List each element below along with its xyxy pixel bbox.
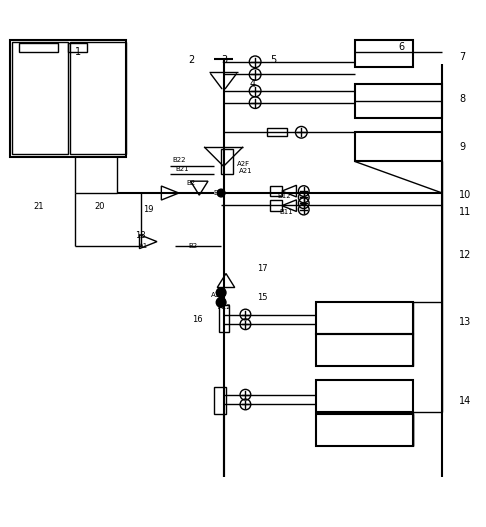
Bar	[12, 42, 68, 154]
Text: 6: 6	[399, 42, 405, 52]
Text: 17: 17	[257, 264, 267, 273]
Bar	[270, 186, 282, 197]
Circle shape	[217, 189, 225, 197]
Text: 7: 7	[459, 52, 466, 62]
Text: 3: 3	[221, 55, 227, 65]
Text: B12: B12	[277, 193, 291, 199]
Text: B1: B1	[214, 190, 223, 196]
Text: A12: A12	[218, 304, 231, 310]
Text: B2: B2	[186, 180, 195, 187]
Text: A11: A11	[211, 292, 225, 298]
Bar	[316, 414, 413, 446]
Text: 19: 19	[143, 204, 154, 213]
Text: B21: B21	[175, 165, 189, 172]
Bar	[10, 40, 126, 157]
Bar	[68, 43, 87, 52]
Polygon shape	[282, 200, 296, 211]
Text: 12: 12	[459, 250, 471, 260]
Text: B22: B22	[173, 157, 186, 163]
Text: A2F: A2F	[237, 161, 250, 167]
Text: 8: 8	[459, 94, 466, 104]
Text: 18: 18	[135, 231, 146, 240]
Bar	[270, 200, 282, 211]
Bar	[355, 132, 442, 161]
Polygon shape	[282, 186, 296, 197]
Text: 11: 11	[459, 208, 471, 218]
Text: 10: 10	[459, 190, 471, 200]
Bar	[355, 84, 442, 118]
Bar	[316, 302, 413, 334]
Text: 4: 4	[249, 79, 256, 89]
Text: B2: B2	[188, 243, 197, 249]
Text: 16: 16	[192, 315, 203, 324]
Text: A1: A1	[139, 243, 148, 249]
Text: B11: B11	[279, 209, 293, 216]
Text: 5: 5	[270, 55, 276, 65]
Bar	[355, 40, 413, 67]
Bar	[214, 387, 226, 414]
Circle shape	[216, 288, 226, 298]
Polygon shape	[217, 274, 235, 288]
Circle shape	[216, 298, 226, 307]
Bar	[267, 129, 287, 136]
Text: 20: 20	[95, 202, 105, 211]
Bar	[219, 305, 229, 331]
Text: 9: 9	[459, 142, 466, 152]
Text: A21: A21	[239, 168, 253, 174]
Bar	[316, 334, 413, 366]
Bar	[221, 149, 233, 173]
Text: 1: 1	[75, 47, 82, 57]
Polygon shape	[161, 186, 179, 200]
Text: 21: 21	[33, 202, 44, 211]
Bar	[316, 380, 413, 412]
Bar	[70, 42, 126, 154]
Text: 15: 15	[257, 293, 267, 302]
Text: 13: 13	[459, 317, 471, 327]
Polygon shape	[191, 181, 208, 195]
Text: 14: 14	[459, 396, 471, 406]
Polygon shape	[139, 235, 157, 249]
Bar	[19, 43, 58, 52]
Text: 2: 2	[189, 55, 195, 65]
